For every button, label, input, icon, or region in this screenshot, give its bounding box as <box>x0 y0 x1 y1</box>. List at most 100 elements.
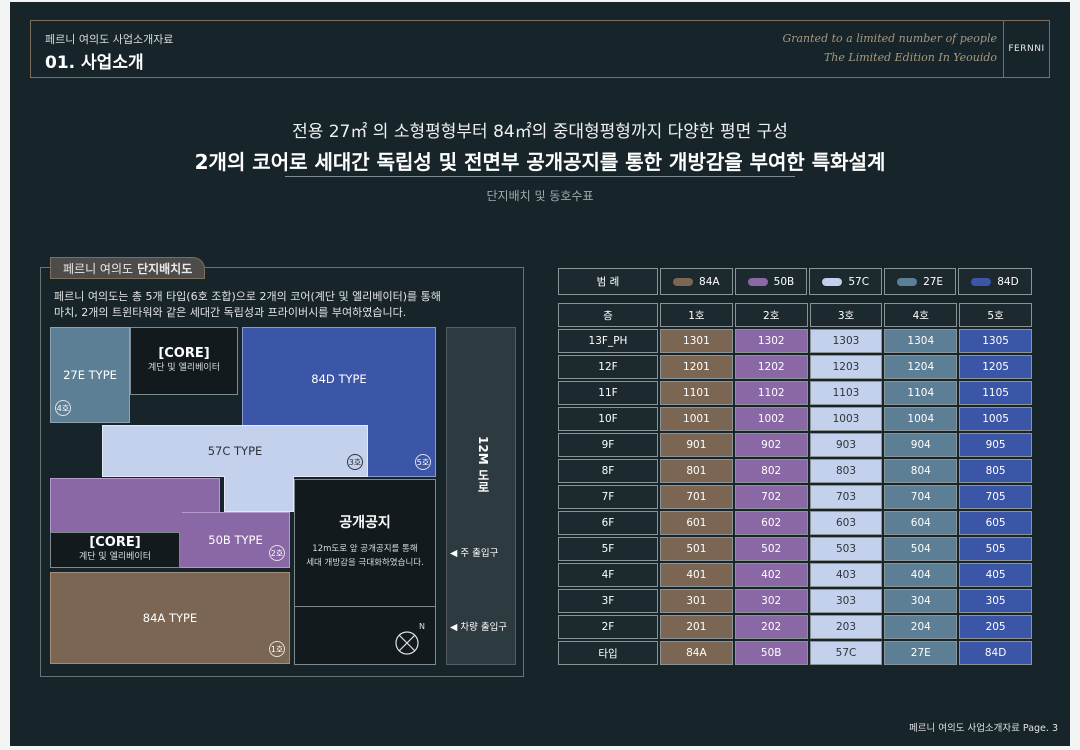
unit-cell: 1101 <box>660 381 733 405</box>
unit-27e-label: 27E TYPE <box>63 368 117 382</box>
unit-84a-label: 84A TYPE <box>142 611 198 625</box>
legend-item: 84D <box>957 268 1032 295</box>
section-label: 단지배치 및 동호수표 <box>486 189 594 203</box>
unit-cell: 405 <box>959 563 1032 587</box>
table-header-row: 층 1호 2호 3호 4호 5호 <box>558 303 1032 327</box>
unit-cell: 1205 <box>959 355 1032 379</box>
legend-label: 범 례 <box>558 268 658 295</box>
unit-cell: 1305 <box>959 329 1032 353</box>
unit-number-4: 4호 <box>55 400 71 416</box>
unit-cell: 1203 <box>809 355 883 379</box>
unit-cell: 604 <box>884 511 958 535</box>
unit-cell: 1204 <box>884 355 958 379</box>
unit-27e-block: 27E TYPE 4호 <box>50 327 130 423</box>
legend-row: 범 례 84A 50B 57C 27E 84D <box>558 268 1032 295</box>
unit-cell: 203 <box>809 615 883 639</box>
unit-cell: 205 <box>959 615 1032 639</box>
floor-cell: 10F <box>558 407 658 431</box>
unit-cell: 1102 <box>734 381 808 405</box>
unit-cell: 1105 <box>959 381 1032 405</box>
legend-item-label: 50B <box>773 275 795 288</box>
intro-line-1: 전용 27㎡ 의 소형평형부터 84㎡의 중대형평형까지 다양한 평면 구성 <box>292 122 788 142</box>
floor-cell: 타입 <box>558 641 658 665</box>
unit-50b-extension: 50B TYPE 2호 <box>182 512 290 568</box>
core-top-sub: 계단 및 엘리베이터 <box>148 363 220 373</box>
floor-unit-table: 층 1호 2호 3호 4호 5호 13F_PH 1301 1302 1303 1304 1… <box>556 301 1034 667</box>
table-row: 10F 1001 1002 1003 1004 1005 <box>558 407 1032 431</box>
legend-table: 범 례 84A 50B 57C 27E 84D <box>556 266 1034 297</box>
table-row: 3F 301 302 303 304 305 <box>558 589 1032 613</box>
site-plan-tag-title: 단지배치도 <box>137 261 193 276</box>
floor-cell: 13F_PH <box>558 329 658 353</box>
unit-cell: 905 <box>959 433 1032 457</box>
header-subtitle: 페르니 여의도 사업소개자료 <box>45 33 174 46</box>
unit-cell: 901 <box>660 433 733 457</box>
core-top-block: [CORE] 계단 및 엘리베이터 <box>130 327 238 395</box>
legend-item: 27E <box>884 268 956 295</box>
floor-cell: 6F <box>558 511 658 535</box>
unit-cell: 805 <box>959 459 1032 483</box>
unit-cell: 204 <box>884 615 958 639</box>
floor-cell: 7F <box>558 485 658 509</box>
unit-cell: 84A <box>660 641 733 665</box>
tagline: Granted to a limited number of people Th… <box>782 29 997 67</box>
table-header: 2호 <box>734 303 808 327</box>
unit-cell: 57C <box>809 641 883 665</box>
table-header: 층 <box>558 303 658 327</box>
floor-cell: 3F <box>558 589 658 613</box>
legend-swatch-50b <box>747 277 768 286</box>
unit-84a-block: 84A TYPE 1호 <box>50 572 290 664</box>
site-plan-tag: 페르니 여의도 단지배치도 <box>50 257 206 279</box>
site-plan-frame <box>40 267 524 677</box>
site-plan-desc-line-2: 마치, 2개의 트윈타워와 같은 세대간 독립성과 프라이버시를 부여하였습니다… <box>54 306 407 319</box>
table-row: 13F_PH 1301 1302 1303 1304 1305 <box>558 329 1032 353</box>
compass-north-label: N <box>419 622 425 631</box>
table-header: 5호 <box>959 303 1032 327</box>
floor-cell: 5F <box>558 537 658 561</box>
unit-cell: 703 <box>809 485 883 509</box>
core-bottom-sub: 계단 및 엘리베이터 <box>79 552 151 562</box>
legend-swatch-84a <box>673 277 694 286</box>
intro-headline: 2개의 코어로 세대간 독립성 및 전면부 공개공지를 통한 개방감을 부여한 … <box>194 150 886 174</box>
header-box: 페르니 여의도 사업소개자료 01. 사업소개 Granted to a lim… <box>30 20 1050 78</box>
unit-cell: 1003 <box>809 407 883 431</box>
road-label: 12M 도로 <box>476 435 490 493</box>
unit-table: 범 례 84A 50B 57C 27E 84D 층 1호 2호 3호 4호 5호… <box>558 266 1033 667</box>
unit-cell: 27E <box>884 641 958 665</box>
unit-cell: 305 <box>959 589 1032 613</box>
unit-cell: 401 <box>660 563 733 587</box>
unit-cell: 504 <box>884 537 958 561</box>
page-footer: 페르니 여의도 사업소개자료 Page. 3 <box>908 723 1058 734</box>
table-row: 5F 501 502 503 504 505 <box>558 537 1032 561</box>
unit-cell: 1303 <box>809 329 883 353</box>
unit-cell: 403 <box>809 563 883 587</box>
unit-cell: 902 <box>734 433 808 457</box>
plaza-divider <box>295 606 435 607</box>
legend-item: 50B <box>734 268 808 295</box>
floor-cell: 11F <box>558 381 658 405</box>
unit-cell: 1104 <box>884 381 958 405</box>
unit-cell: 1302 <box>734 329 808 353</box>
table-row: 12F 1201 1202 1203 1204 1205 <box>558 355 1032 379</box>
legend-item: 57C <box>809 268 883 295</box>
legend-item: 84A <box>660 268 733 295</box>
table-row: 8F 801 802 803 804 805 <box>558 459 1032 483</box>
unit-cell: 503 <box>809 537 883 561</box>
divider <box>285 176 795 177</box>
unit-cell: 704 <box>884 485 958 509</box>
page: 페르니 여의도 사업소개자료 01. 사업소개 Granted to a lim… <box>10 2 1070 746</box>
legend-item-label: 84D <box>997 275 1019 288</box>
unit-cell: 601 <box>660 511 733 535</box>
unit-cell: 84D <box>959 641 1032 665</box>
unit-cell: 602 <box>734 511 808 535</box>
unit-number-3: 3호 <box>347 454 363 470</box>
site-plan-description: 페르니 여의도는 총 5개 타입(6호 조합)으로 2개의 코어(계단 및 엘리… <box>54 289 514 321</box>
legend-item-label: 57C <box>848 275 870 288</box>
core-bottom-block: [CORE] 계단 및 엘리베이터 <box>50 532 180 568</box>
unit-cell: 1004 <box>884 407 958 431</box>
unit-cell: 302 <box>734 589 808 613</box>
unit-cell: 1202 <box>734 355 808 379</box>
plaza-desc-1: 12m도로 앞 공개공지를 통해 <box>312 544 418 554</box>
floor-cell: 8F <box>558 459 658 483</box>
unit-cell: 502 <box>734 537 808 561</box>
